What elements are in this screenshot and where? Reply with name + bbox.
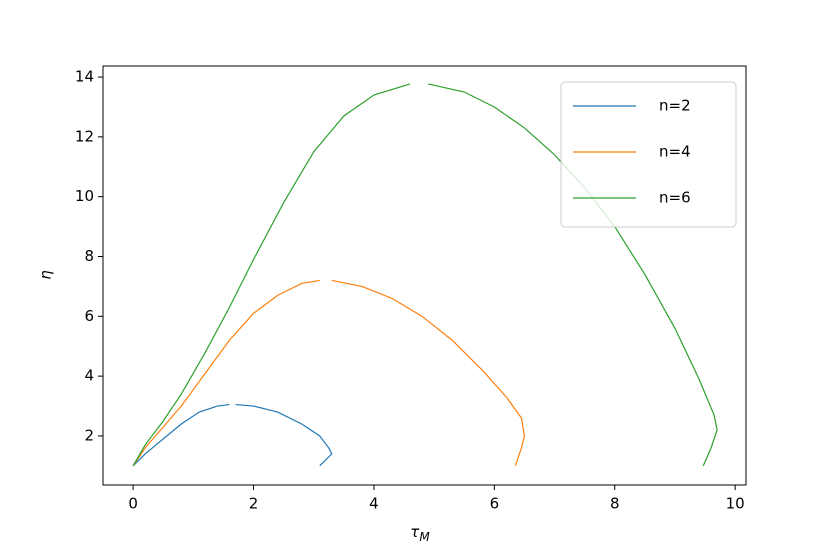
y-tick-label: 10	[75, 187, 94, 205]
x-tick-label: 10	[726, 495, 745, 513]
series-line	[132, 279, 526, 467]
x-label-symbol: τ	[410, 523, 420, 541]
series-line	[132, 403, 333, 467]
y-tick-label: 8	[84, 247, 94, 265]
y-axis-label: η	[37, 270, 55, 280]
plot-frame	[102, 65, 747, 486]
x-tick-label: 2	[249, 495, 259, 513]
x-tick-label: 8	[610, 495, 620, 513]
x-tick-label: 4	[369, 495, 379, 513]
legend-label: n=6	[659, 189, 691, 207]
x-label-subscript: M	[419, 530, 430, 544]
y-tick-label: 2	[84, 426, 94, 444]
legend-box	[560, 81, 737, 228]
x-axis-label: τM	[410, 523, 430, 544]
y-tick-label: 12	[75, 127, 94, 145]
y-tick-label: 14	[75, 68, 94, 86]
y-tick-label: 4	[84, 367, 94, 385]
series-line	[132, 83, 718, 467]
y-tick-label: 6	[84, 307, 94, 325]
x-tick-label: 6	[490, 495, 500, 513]
legend-label: n=4	[659, 143, 691, 161]
x-tick-label: 0	[128, 495, 138, 513]
legend-label: n=2	[659, 97, 691, 115]
